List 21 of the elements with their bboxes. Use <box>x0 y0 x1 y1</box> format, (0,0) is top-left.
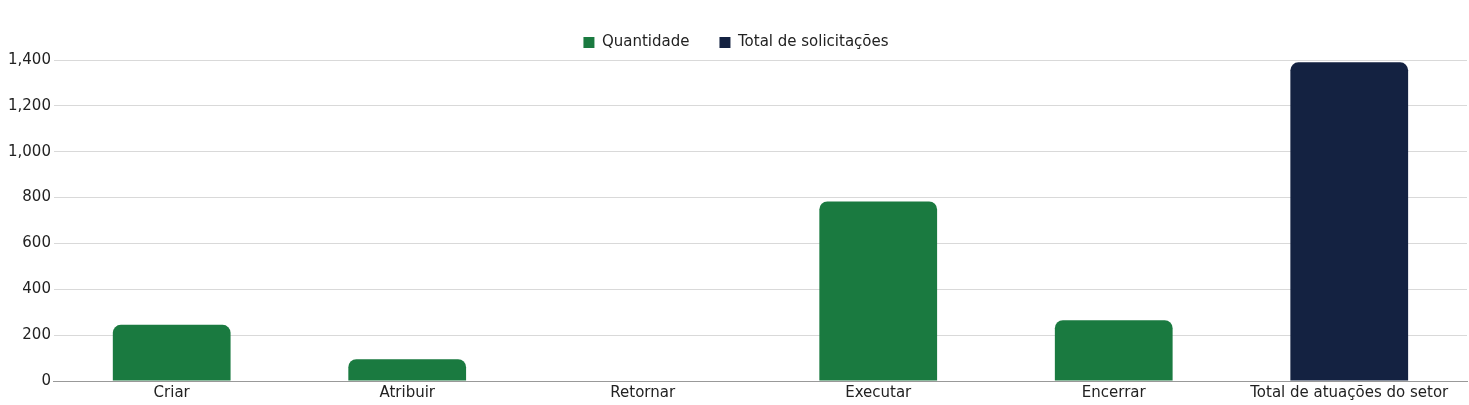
y-tick-label: 0 <box>41 370 51 389</box>
x-tick-label: Criar <box>153 382 191 401</box>
bar <box>819 201 938 381</box>
y-tick-label: 800 <box>22 187 51 206</box>
legend-label: Total de solicitações <box>736 32 889 51</box>
x-tick-label: Encerrar <box>1081 382 1147 401</box>
bar <box>112 324 231 381</box>
y-tick-label: 1,000 <box>7 141 51 160</box>
legend-label: Quantidade <box>601 32 690 51</box>
y-tick-label: 1,200 <box>7 95 51 114</box>
x-tick-label: Retornar <box>610 382 676 401</box>
y-tick-label: 400 <box>22 279 51 298</box>
bar <box>348 359 467 381</box>
y-tick-label: 600 <box>22 233 51 252</box>
x-tick-label: Executar <box>845 382 913 401</box>
y-tick-label: 1,400 <box>7 49 51 68</box>
x-tick-label: Atribuir <box>379 382 436 401</box>
y-tick-label: 200 <box>22 325 51 344</box>
bar <box>1054 320 1173 381</box>
x-tick-label: Total de atuações do setor <box>1249 382 1450 401</box>
bar <box>1290 62 1409 381</box>
